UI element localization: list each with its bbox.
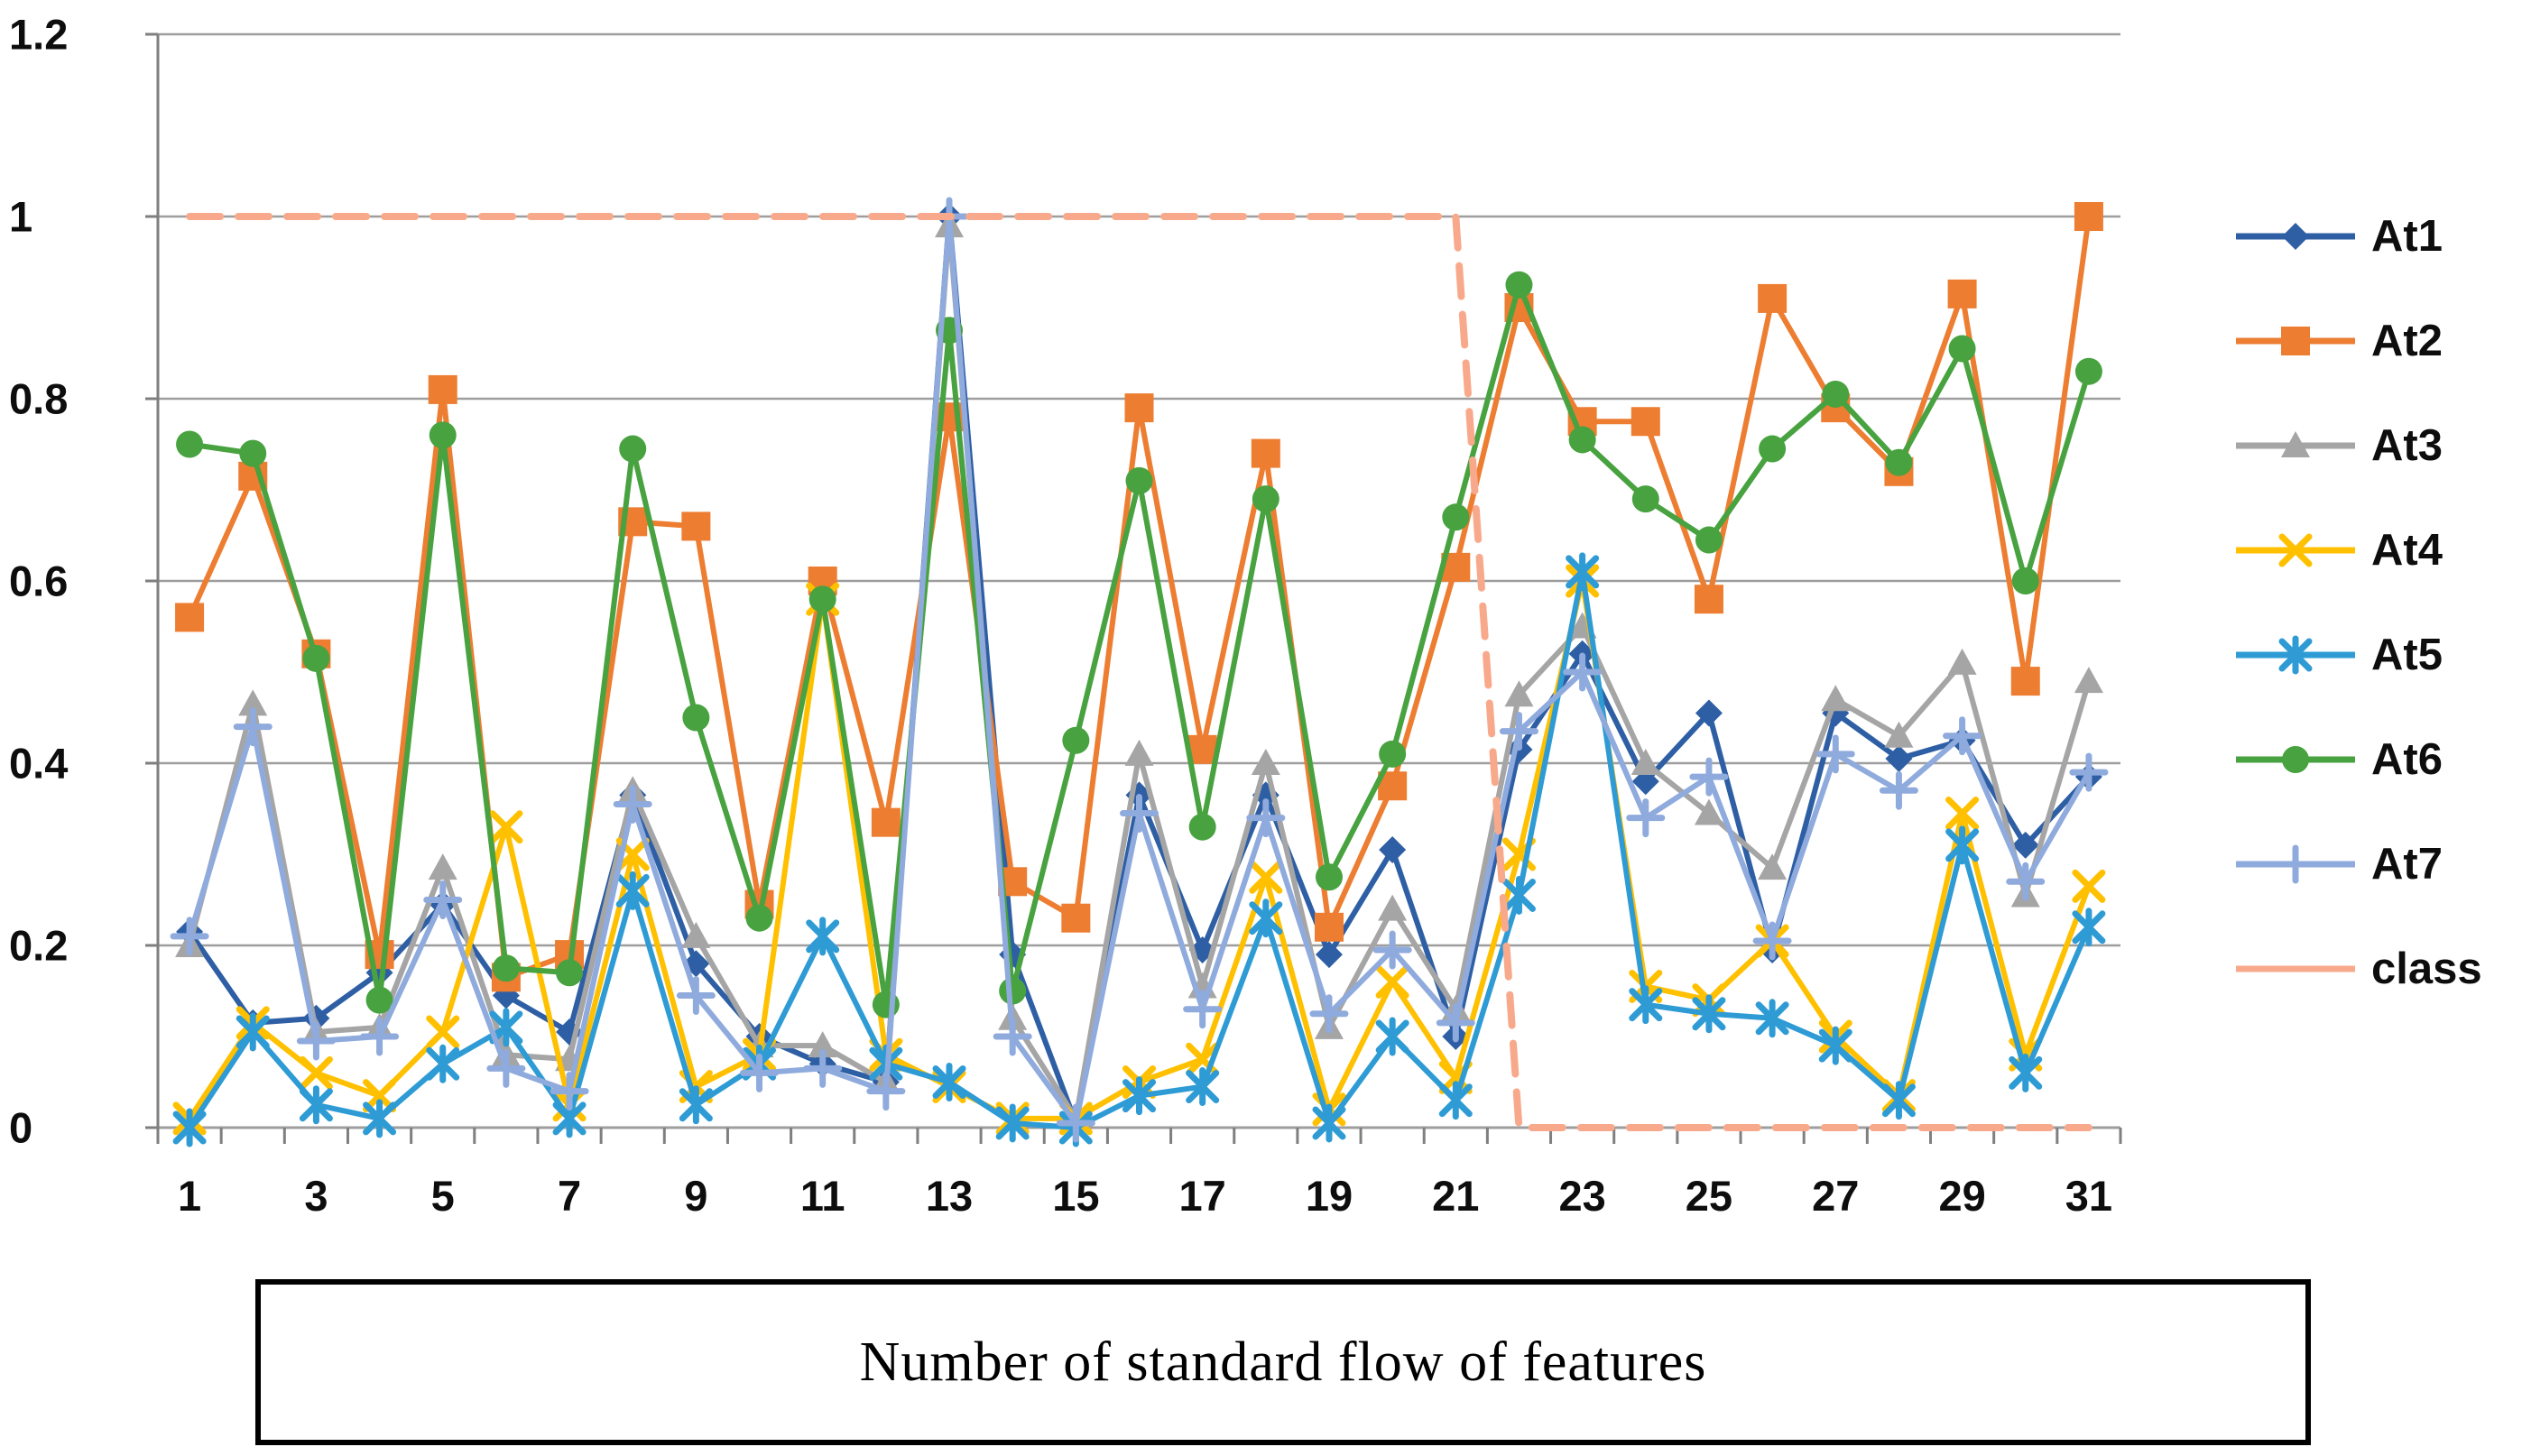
series-At3 [175, 211, 2103, 1130]
x-tick-label: 31 [2065, 1172, 2112, 1220]
series-At7 [170, 197, 2109, 1143]
x-tick-label: 13 [926, 1172, 973, 1220]
series-At2 [175, 202, 2103, 992]
legend: At1 At2 At3 At4 At5 At6 At7 class [2236, 212, 2482, 993]
legend-label-At6: At6 [2371, 735, 2443, 784]
x-tick-label: 11 [800, 1172, 845, 1220]
gridlines [158, 32, 2120, 1129]
series-At6 [176, 271, 2102, 1018]
series-At1 [176, 203, 2102, 1137]
x-tick-label: 23 [1558, 1172, 1605, 1220]
y-tick-label: 0.2 [9, 922, 68, 970]
legend-label-At7: At7 [2371, 840, 2443, 889]
legend-label-At3: At3 [2371, 421, 2443, 470]
legend-item-At5: At5 [2236, 631, 2443, 679]
legend-item-At7: At7 [2236, 840, 2443, 889]
series-At5 [172, 552, 2106, 1147]
legend-label-At2: At2 [2371, 317, 2443, 365]
y-tick-label: 1.2 [9, 11, 68, 59]
legend-label-At4: At4 [2371, 526, 2443, 575]
legend-item-class: class [2236, 945, 2482, 993]
x-tick-label: 21 [1432, 1172, 1479, 1220]
x-tick-label: 27 [1812, 1172, 1859, 1220]
x-axis-title: Number of standard flow of features [859, 1331, 1707, 1393]
axes [145, 32, 2122, 1144]
x-tick-label: 7 [558, 1172, 581, 1220]
x-tick-label: 3 [304, 1172, 328, 1220]
x-tick-label: 5 [431, 1172, 455, 1220]
y-tick-label: 0.8 [9, 375, 68, 423]
y-tick-label: 0.4 [9, 740, 68, 788]
legend-item-At2: At2 [2236, 317, 2443, 365]
y-tick-label: 0 [9, 1104, 32, 1152]
x-axis-title-box: Number of standard flow of features [255, 1279, 2311, 1445]
legend-item-At3: At3 [2236, 421, 2443, 470]
x-axis-labels: 1 3 5 7 9 11 13 15 17 19 21 23 25 27 29 31 [178, 1172, 2112, 1220]
series-At4 [172, 564, 2106, 1136]
legend-label-At1: At1 [2371, 212, 2443, 261]
x-tick-label: 29 [1938, 1172, 1985, 1220]
x-tick-label: 25 [1686, 1172, 1732, 1220]
series-class [186, 213, 2092, 1131]
y-axis-labels: 0 0.2 0.4 0.6 0.8 1 1.2 [9, 11, 68, 1152]
x-tick-label: 17 [1179, 1172, 1226, 1220]
legend-item-At4: At4 [2236, 526, 2443, 575]
y-tick-label: 1 [9, 193, 32, 241]
y-tick-label: 0.6 [9, 558, 68, 605]
x-tick-label: 1 [178, 1172, 201, 1220]
legend-label-At5: At5 [2371, 631, 2443, 679]
x-tick-label: 19 [1306, 1172, 1353, 1220]
x-tick-label: 15 [1052, 1172, 1099, 1220]
legend-label-class: class [2371, 945, 2482, 993]
x-tick-label: 9 [684, 1172, 707, 1220]
legend-item-At6: At6 [2236, 735, 2443, 784]
legend-item-At1: At1 [2236, 212, 2443, 261]
